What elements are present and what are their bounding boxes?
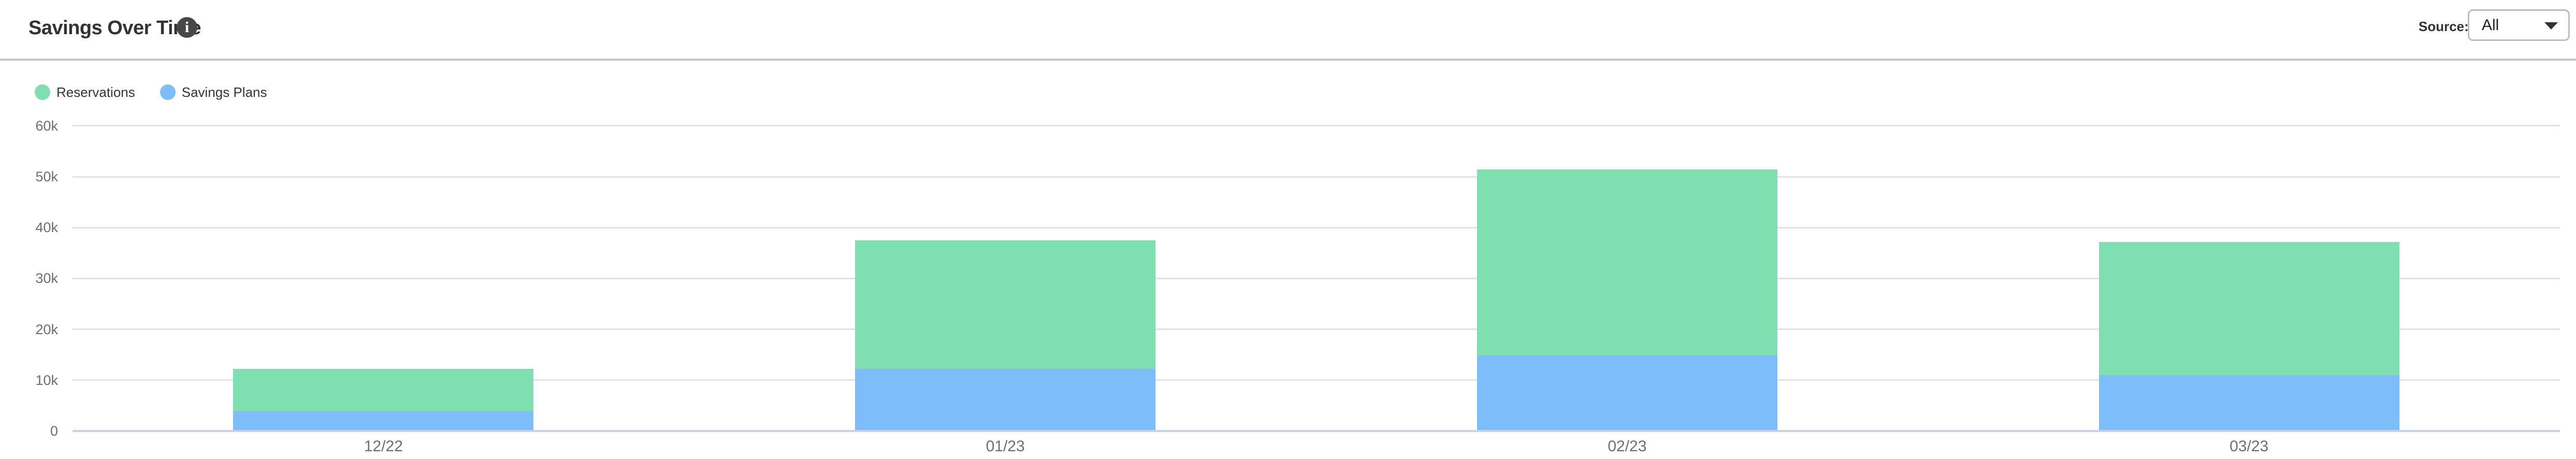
gridline-50k xyxy=(73,176,2560,178)
y-axis-tick-20k: 20k xyxy=(35,321,58,337)
legend-item-savings-plans[interactable]: Savings Plans xyxy=(160,84,267,101)
bar-segment-reservations-03-23[interactable] xyxy=(2099,241,2399,375)
bar-segment-savings-plans-02-23[interactable] xyxy=(1477,355,1777,431)
bar-segment-savings-plans-03-23[interactable] xyxy=(2099,375,2399,431)
legend-item-reservations[interactable]: Reservations xyxy=(35,84,135,101)
source-select[interactable]: All xyxy=(2468,9,2570,41)
chart-title: Savings Over Time xyxy=(28,17,201,39)
source-label: Source: xyxy=(2419,19,2469,34)
info-icon[interactable]: i xyxy=(177,17,197,38)
legend: Reservations Savings Plans xyxy=(35,78,292,107)
bar-segment-reservations-01-23[interactable] xyxy=(855,240,1156,369)
bar-segment-savings-plans-01-23[interactable] xyxy=(855,369,1156,431)
chevron-down-icon xyxy=(2544,22,2558,30)
y-axis-tick-0: 0 xyxy=(50,423,58,439)
y-axis-tick-10k: 10k xyxy=(35,372,58,388)
y-axis-tick-60k: 60k xyxy=(35,118,58,134)
x-axis-baseline xyxy=(73,430,2560,432)
bar-segment-savings-plans-12-22[interactable] xyxy=(233,410,534,431)
source-selected-value: All xyxy=(2482,16,2499,34)
x-axis-tick-01-23: 01/23 xyxy=(986,438,1025,455)
bar-segment-reservations-12-22[interactable] xyxy=(233,369,534,411)
gridline-20k xyxy=(73,328,2560,331)
x-axis-tick-03-23: 03/23 xyxy=(2230,438,2269,455)
x-axis-tick-02-23: 02/23 xyxy=(1608,438,1647,455)
bar-segment-reservations-02-23[interactable] xyxy=(1477,169,1777,355)
x-axis-tick-12-22: 12/22 xyxy=(364,438,403,455)
y-axis-tick-30k: 30k xyxy=(35,270,58,286)
header-divider xyxy=(0,59,2576,61)
gridline-10k xyxy=(73,379,2560,381)
gridline-40k xyxy=(73,226,2560,228)
legend-dot-icon xyxy=(160,84,176,100)
gridline-60k xyxy=(73,125,2560,127)
y-axis-tick-40k: 40k xyxy=(35,220,58,236)
gridline-30k xyxy=(73,277,2560,279)
legend-label: Reservations xyxy=(56,84,135,100)
y-axis-tick-50k: 50k xyxy=(35,169,58,184)
legend-label: Savings Plans xyxy=(181,84,267,100)
legend-dot-icon xyxy=(35,84,50,100)
